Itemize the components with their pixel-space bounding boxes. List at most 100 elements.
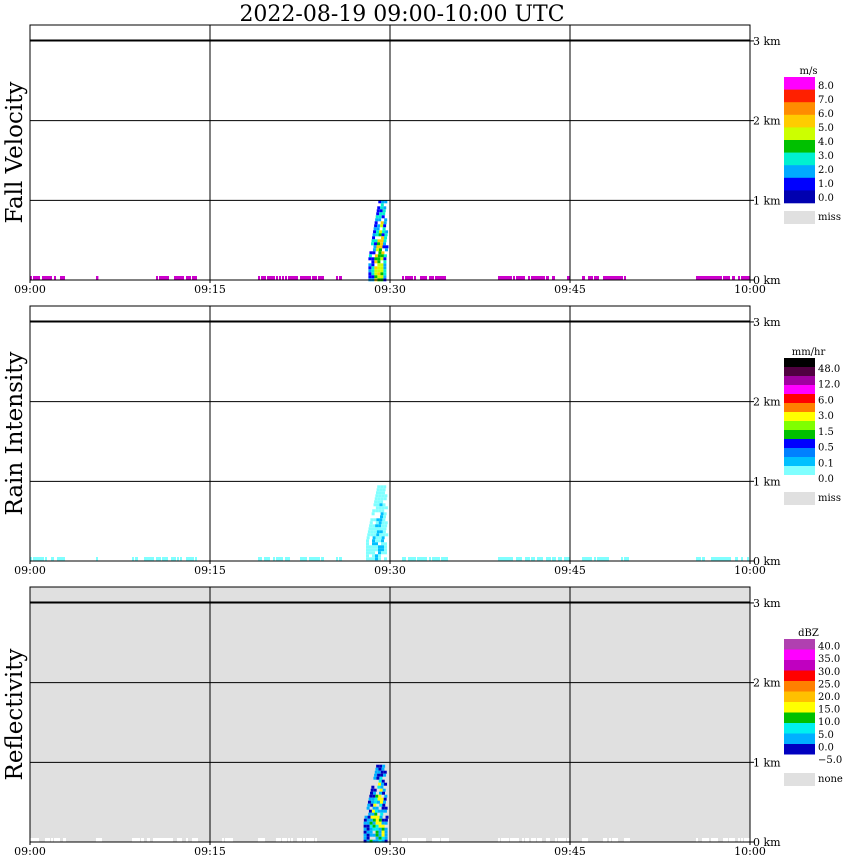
- noise-mark: [705, 276, 708, 280]
- noise-mark: [528, 276, 530, 280]
- echo-cell: [373, 803, 377, 807]
- noise-mark: [192, 557, 194, 561]
- echo-cell: [373, 245, 377, 249]
- noise-mark: [744, 276, 748, 280]
- echo-cell: [372, 545, 375, 549]
- legend-unit: m/s: [800, 66, 818, 77]
- noise-mark: [195, 276, 197, 280]
- noise-mark: [702, 557, 705, 561]
- echo-cell: [379, 788, 383, 792]
- legend-level-label: 25.0: [818, 679, 840, 690]
- noise-mark: [147, 557, 151, 561]
- echo-cell: [377, 257, 381, 261]
- noise-mark: [261, 276, 264, 280]
- noise-mark: [147, 838, 150, 842]
- noise-mark: [165, 557, 168, 561]
- noise-mark: [54, 838, 58, 842]
- echo-cell: [384, 506, 388, 510]
- echo-cell: [366, 551, 369, 555]
- noise-mark: [720, 557, 724, 561]
- echo-cell: [375, 824, 379, 828]
- echo-cell: [376, 245, 380, 249]
- echo-cell: [384, 836, 388, 840]
- noise-mark: [438, 276, 442, 280]
- y-tick-label: 3 km: [753, 35, 781, 48]
- legend-level-label: 0.5: [818, 443, 834, 454]
- echo-cell: [382, 791, 386, 795]
- echo-cell: [383, 773, 387, 777]
- legend-fall-velocity: m/s8.0 7.0 6.0 5.0 4.0 3.0 2.0 1.0 0.0 miss: [784, 66, 841, 224]
- noise-mark: [336, 557, 338, 561]
- echo-cell: [383, 485, 387, 489]
- echo-cell: [377, 206, 381, 210]
- echo-cell: [369, 821, 373, 825]
- echo-cell: [376, 800, 380, 804]
- echo-cell: [381, 494, 385, 498]
- noise-mark: [747, 276, 750, 280]
- noise-mark: [504, 557, 507, 561]
- noise-mark: [135, 838, 138, 842]
- echo-cell: [378, 539, 382, 543]
- echo-cell: [380, 206, 384, 210]
- legend-swatch: [784, 394, 815, 404]
- noise-mark: [597, 557, 601, 561]
- noise-mark: [420, 838, 423, 842]
- echo-cell: [382, 800, 386, 804]
- legend-swatch: [784, 649, 815, 661]
- echo-cell: [371, 809, 375, 813]
- echo-cell: [379, 209, 383, 213]
- echo-cell: [381, 506, 385, 510]
- noise-mark: [291, 838, 293, 842]
- legend-swatch: [784, 639, 815, 650]
- noise-mark: [711, 276, 715, 280]
- noise-mark: [222, 838, 224, 842]
- echo-cell: [374, 269, 378, 273]
- echo-cell: [371, 266, 375, 270]
- noise-mark: [186, 838, 188, 842]
- noise-mark: [36, 276, 40, 280]
- echo-cell: [372, 542, 375, 546]
- legend-missing-swatch: [784, 773, 815, 786]
- echo-cell: [371, 257, 375, 261]
- noise-mark: [180, 557, 182, 561]
- echo-cell: [378, 548, 381, 552]
- echo-cell: [363, 827, 367, 831]
- panel-rain-intensity: 09:00 09:15 09:30 09:45 10:000 km 1 km 2 km 3 k…: [2, 305, 841, 577]
- echo-cell: [379, 815, 383, 819]
- legend-level-label: 0.1: [818, 458, 834, 469]
- echo-cell: [380, 785, 384, 789]
- legend-swatch: [784, 660, 815, 671]
- noise-mark: [306, 838, 310, 842]
- noise-mark: [36, 557, 40, 561]
- echo-cell: [372, 824, 376, 828]
- echo-cell: [369, 830, 373, 834]
- echo-cell: [381, 833, 385, 837]
- echo-cell: [383, 272, 387, 276]
- noise-mark: [720, 276, 722, 280]
- noise-mark: [273, 276, 275, 280]
- legend-swatch: [784, 466, 815, 476]
- echo-cell: [378, 251, 382, 255]
- noise-mark: [276, 838, 279, 842]
- noise-mark: [264, 276, 266, 280]
- echo-cell: [372, 551, 375, 555]
- noise-mark: [525, 838, 529, 842]
- noise-mark: [429, 557, 431, 561]
- noise-mark: [435, 557, 438, 561]
- noise-mark: [303, 838, 305, 842]
- echo-cell: [375, 218, 379, 222]
- echo-cell: [385, 230, 389, 234]
- noise-mark: [156, 838, 159, 842]
- x-tick-label: 09:15: [194, 283, 226, 296]
- noise-mark: [165, 838, 168, 842]
- noise-mark: [438, 557, 440, 561]
- legend-level-label: 10.0: [818, 717, 840, 728]
- noise-mark: [402, 276, 404, 280]
- noise-mark: [618, 276, 622, 280]
- noise-mark: [585, 557, 588, 561]
- noise-mark: [714, 838, 718, 842]
- noise-mark: [300, 557, 304, 561]
- echo-cell: [384, 818, 388, 822]
- echo-cell: [381, 545, 384, 549]
- echo-cell: [372, 248, 376, 252]
